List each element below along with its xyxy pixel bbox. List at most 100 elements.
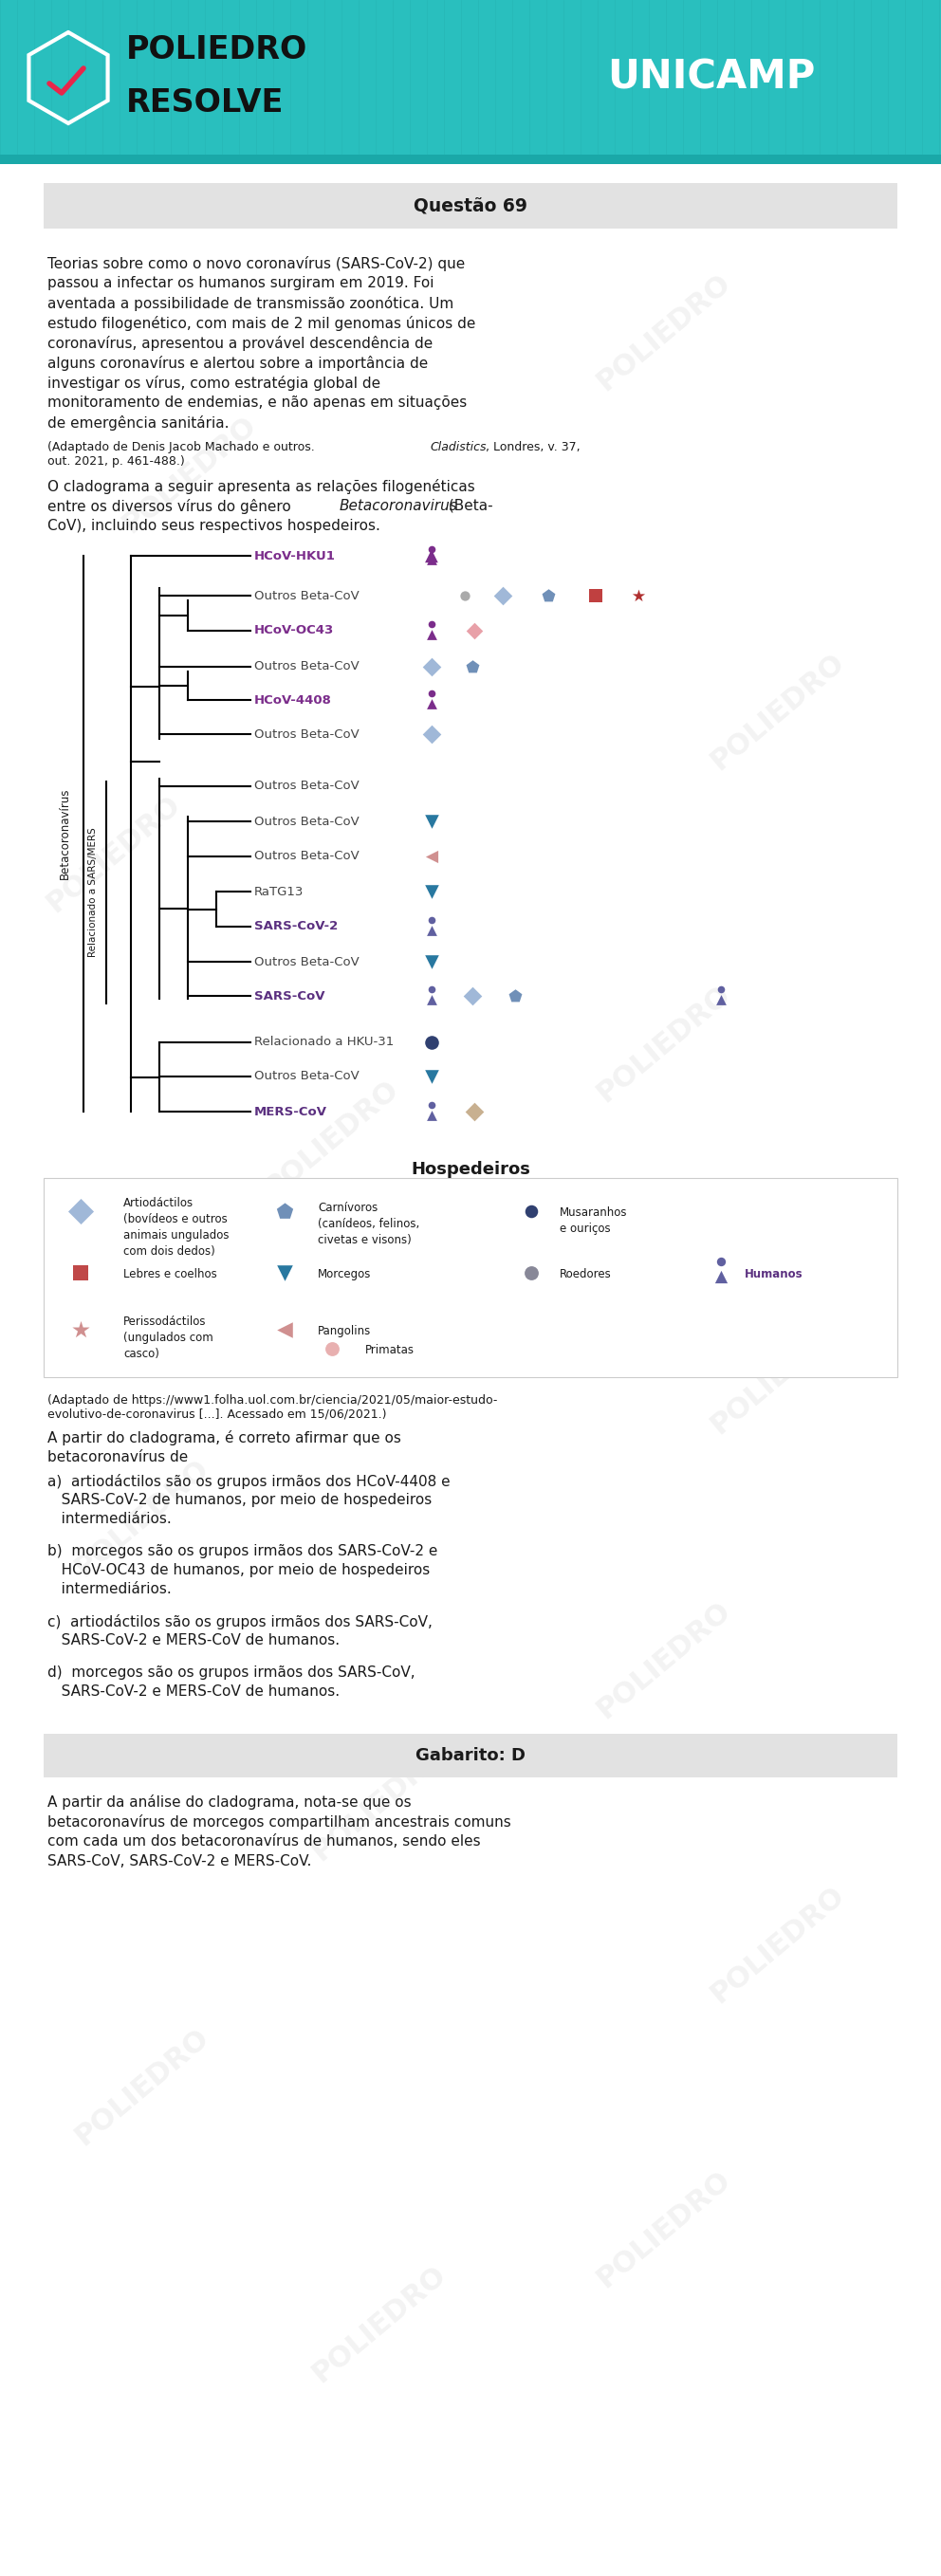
Text: d)  morcegos são os grupos irmãos dos SARS-CoV,: d) morcegos são os grupos irmãos dos SAR… — [47, 1667, 415, 1680]
Text: MERS-CoV: MERS-CoV — [254, 1105, 327, 1118]
Text: ▲: ▲ — [425, 546, 439, 564]
Point — [277, 1309, 292, 1350]
Point — [424, 969, 439, 1010]
Point — [424, 538, 439, 580]
Text: POLIEDRO: POLIEDRO — [308, 2259, 452, 2388]
Text: Relacionado a SARS/MERS: Relacionado a SARS/MERS — [88, 827, 98, 958]
Text: Relacionado a HKU-31: Relacionado a HKU-31 — [254, 1036, 394, 1048]
Text: SARS-CoV-2 e MERS-CoV de humanos.: SARS-CoV-2 e MERS-CoV de humanos. — [47, 1685, 340, 1698]
Text: Outros Beta-CoV: Outros Beta-CoV — [254, 850, 359, 863]
Text: Outros Beta-CoV: Outros Beta-CoV — [254, 814, 359, 827]
Text: HCoV-4408: HCoV-4408 — [254, 693, 332, 706]
Text: HCoV-OC43: HCoV-OC43 — [254, 623, 334, 636]
Text: investigar os vírus, como estratégia global de: investigar os vírus, como estratégia glo… — [47, 376, 380, 392]
Point — [713, 1242, 728, 1283]
Point — [277, 1252, 292, 1293]
FancyBboxPatch shape — [43, 1177, 898, 1378]
Text: Perissodáctilos
(ungulados com
casco): Perissodáctilos (ungulados com casco) — [123, 1316, 214, 1360]
Point — [457, 574, 472, 616]
Point — [424, 909, 439, 951]
Text: Outros Beta-CoV: Outros Beta-CoV — [254, 1072, 359, 1082]
Text: Artiodáctilos
(bovídeos e outros
animais ungulados
com dois dedos): Artiodáctilos (bovídeos e outros animais… — [123, 1198, 229, 1257]
Text: Outros Beta-CoV: Outros Beta-CoV — [254, 956, 359, 969]
Text: Primatas: Primatas — [365, 1345, 415, 1358]
Text: POLIEDRO: POLIEDRO — [71, 2022, 215, 2151]
Text: SARS-CoV, SARS-CoV-2 e MERS-CoV.: SARS-CoV, SARS-CoV-2 e MERS-CoV. — [47, 1855, 311, 1868]
Text: passou a infectar os humanos surgiram em 2019. Foi: passou a infectar os humanos surgiram em… — [47, 276, 434, 291]
Point — [424, 714, 439, 755]
FancyBboxPatch shape — [43, 183, 898, 229]
Text: a)  artiodáctilos são os grupos irmãos dos HCoV-4408 e: a) artiodáctilos são os grupos irmãos do… — [47, 1473, 450, 1489]
Text: POLIEDRO: POLIEDRO — [118, 410, 262, 538]
Point — [325, 1329, 340, 1370]
Text: monitoramento de endemias, e não apenas em situações: monitoramento de endemias, e não apenas … — [47, 397, 467, 410]
Text: evolutivo-de-coronavirus [...]. Acessado em 15/06/2021.): evolutivo-de-coronavirus [...]. Acessado… — [47, 1406, 387, 1419]
Point — [424, 683, 439, 724]
Point — [713, 1257, 728, 1298]
Point — [424, 1056, 439, 1097]
Text: Cladistics: Cladistics — [430, 440, 486, 453]
Text: POLIEDRO: POLIEDRO — [592, 268, 736, 397]
Point — [424, 979, 439, 1020]
Point — [495, 574, 510, 616]
Text: Outros Beta-CoV: Outros Beta-CoV — [254, 729, 359, 739]
Point — [630, 574, 646, 616]
Text: Pangolins: Pangolins — [318, 1324, 371, 1337]
Point — [424, 899, 439, 940]
Text: Carnívoros
(canídeos, felinos,
civetas e visons): Carnívoros (canídeos, felinos, civetas e… — [318, 1200, 420, 1247]
Point — [424, 603, 439, 644]
Text: (Adaptado de Denis Jacob Machado e outros.: (Adaptado de Denis Jacob Machado e outro… — [47, 440, 318, 453]
Text: POLIEDRO: POLIEDRO — [706, 1880, 850, 2007]
Text: (Beta-: (Beta- — [444, 500, 493, 513]
Text: Lebres e coelhos: Lebres e coelhos — [123, 1267, 217, 1280]
Point — [541, 574, 556, 616]
Text: RESOLVE: RESOLVE — [126, 88, 284, 118]
Point — [73, 1309, 88, 1350]
Text: com cada um dos betacoronavírus de humanos, sendo eles: com cada um dos betacoronavírus de human… — [47, 1834, 481, 1850]
Point — [424, 613, 439, 654]
FancyBboxPatch shape — [0, 0, 941, 155]
Text: (Adaptado de https://www1.folha.uol.com.br/ciencia/2021/05/maior-estudo-: (Adaptado de https://www1.folha.uol.com.… — [47, 1394, 498, 1406]
Text: , Londres, v. 37,: , Londres, v. 37, — [486, 440, 581, 453]
Point — [73, 1252, 88, 1293]
Text: SARS-CoV-2: SARS-CoV-2 — [254, 920, 338, 933]
Point — [424, 801, 439, 842]
Point — [713, 979, 728, 1020]
Text: Musaranhos
e ouriços: Musaranhos e ouriços — [560, 1206, 628, 1234]
Point — [465, 647, 480, 688]
Text: SARS-CoV-2 de humanos, por meio de hospedeiros: SARS-CoV-2 de humanos, por meio de hospe… — [47, 1494, 432, 1507]
Text: estudo filogenético, com mais de 2 mil genomas únicos de: estudo filogenético, com mais de 2 mil g… — [47, 317, 475, 330]
Text: Humanos: Humanos — [744, 1267, 803, 1280]
Point — [424, 835, 439, 876]
Text: POLIEDRO: POLIEDRO — [41, 791, 186, 917]
Point — [424, 528, 439, 569]
FancyBboxPatch shape — [43, 1734, 898, 1777]
Point — [465, 976, 480, 1018]
Text: Hospedeiros: Hospedeiros — [411, 1162, 530, 1177]
Text: HCoV-HKU1: HCoV-HKU1 — [254, 549, 336, 562]
Point — [424, 871, 439, 912]
Text: Outros Beta-CoV: Outros Beta-CoV — [254, 781, 359, 793]
Point — [424, 940, 439, 981]
Text: intermediários.: intermediários. — [47, 1512, 171, 1525]
Point — [588, 574, 603, 616]
Point — [73, 1190, 88, 1231]
Point — [424, 1095, 439, 1136]
Point — [277, 1190, 292, 1231]
Text: coronavírus, apresentou a provável descendência de: coronavírus, apresentou a provável desce… — [47, 335, 433, 350]
Point — [713, 969, 728, 1010]
Text: O cladograma a seguir apresenta as relações filogenéticas: O cladograma a seguir apresenta as relaç… — [47, 479, 475, 495]
Text: intermediários.: intermediários. — [47, 1582, 171, 1597]
Text: b)  morcegos são os grupos irmãos dos SARS-CoV-2 e: b) morcegos são os grupos irmãos dos SAR… — [47, 1543, 438, 1558]
Text: A partir do cladograma, é correto afirmar que os: A partir do cladograma, é correto afirma… — [47, 1430, 401, 1445]
Text: POLIEDRO: POLIEDRO — [706, 1311, 850, 1440]
Point — [467, 1092, 482, 1133]
Text: UNICAMP: UNICAMP — [607, 57, 816, 98]
Text: CoV), incluindo seus respectivos hospedeiros.: CoV), incluindo seus respectivos hospede… — [47, 518, 380, 533]
Text: Betacoronavírus: Betacoronavírus — [58, 788, 71, 878]
Text: alguns coronavírus e alertou sobre a importância de: alguns coronavírus e alertou sobre a imp… — [47, 355, 428, 371]
Point — [424, 647, 439, 688]
Text: Betacoronavirus: Betacoronavirus — [340, 500, 458, 513]
Text: POLIEDRO: POLIEDRO — [706, 647, 850, 775]
Text: Teorias sobre como o novo coronavírus (SARS-CoV-2) que: Teorias sobre como o novo coronavírus (S… — [47, 255, 465, 270]
